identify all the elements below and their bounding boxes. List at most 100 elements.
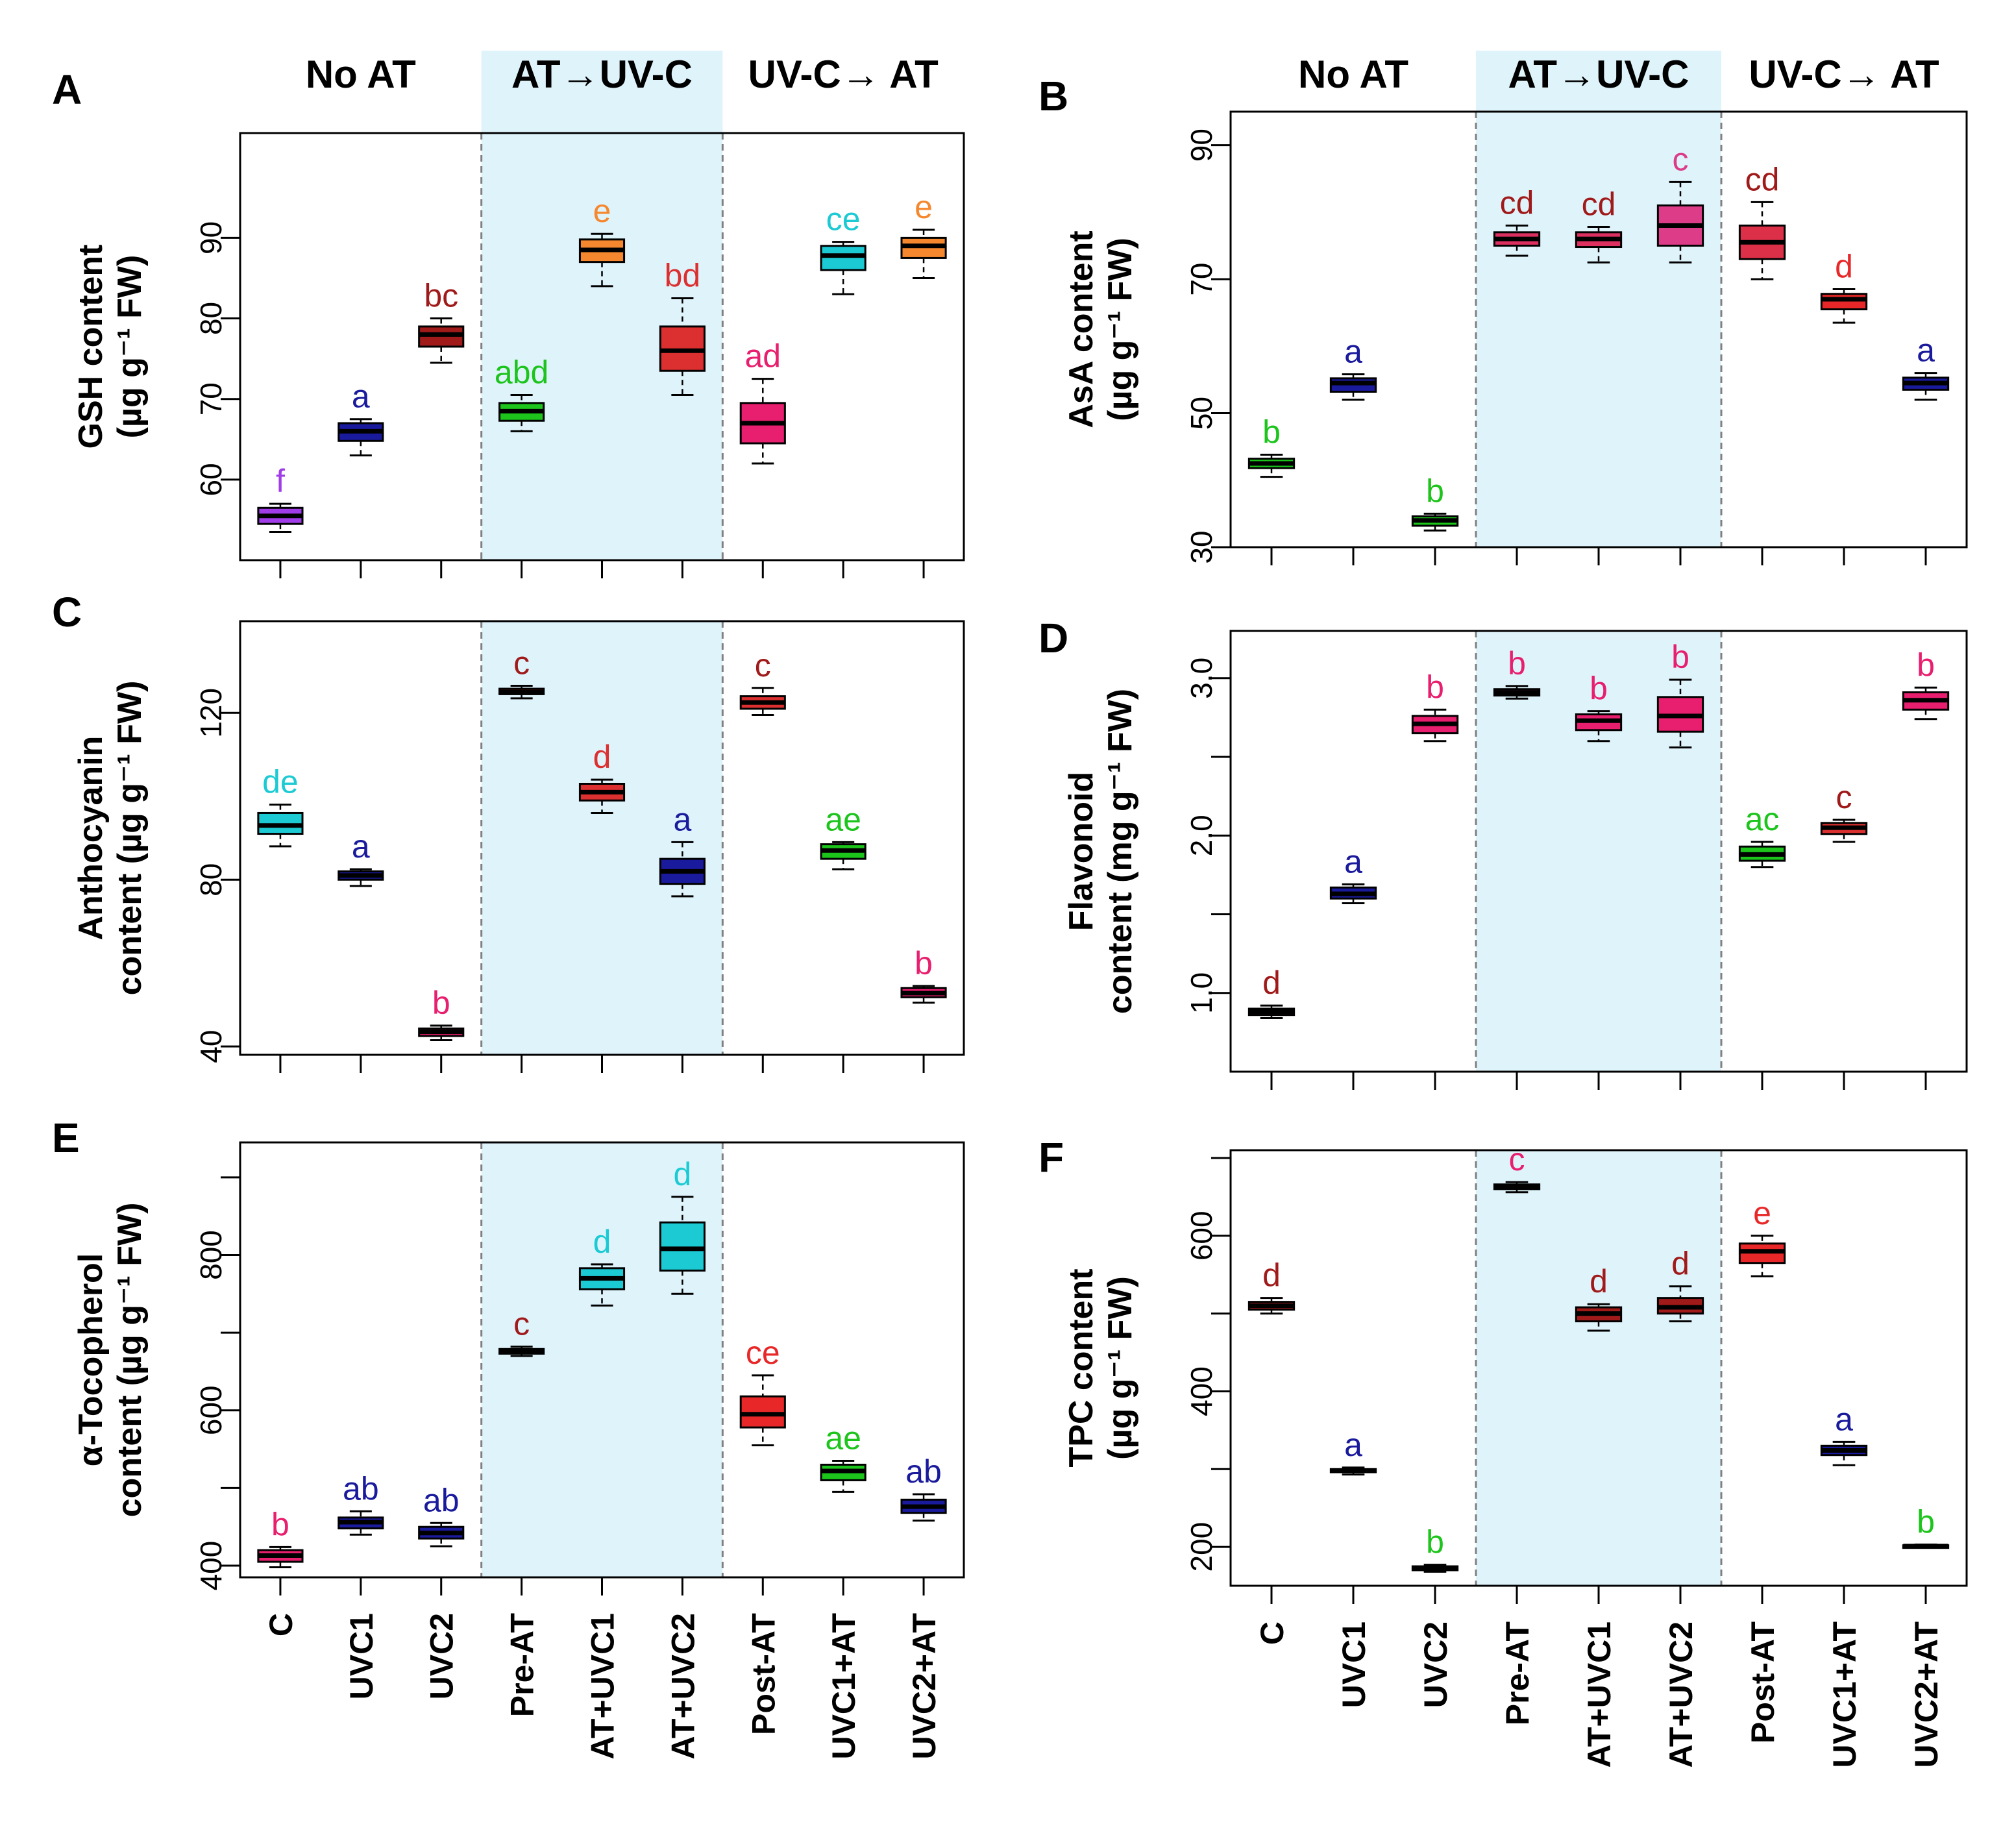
x-category-label: UVC2+AT: [906, 1613, 942, 1760]
significance-letter: b: [1917, 1503, 1935, 1540]
significance-letter: a: [673, 801, 691, 837]
y-tick-label: 80: [194, 302, 228, 335]
group-header: No AT: [306, 53, 416, 96]
significance-letter: d: [593, 739, 611, 775]
y-tick-label: 400: [1185, 1366, 1218, 1416]
box-uvc2-at: e: [900, 189, 947, 279]
group-header: AT→UV-C: [1508, 53, 1689, 96]
y-tick-label: 600: [1185, 1211, 1218, 1261]
x-category-label: UVC1+AT: [1826, 1621, 1863, 1768]
box-at-uvc2: a: [659, 801, 706, 898]
significance-letter: ab: [905, 1453, 942, 1490]
y-tick-label: 400: [194, 1541, 228, 1591]
group-header: UV-C→ AT: [1749, 53, 1939, 96]
significance-letter: d: [1671, 1246, 1689, 1282]
box-uvc1-at: ce: [820, 201, 866, 295]
y-tick-label: 70: [194, 382, 228, 415]
significance-letter: b: [1671, 639, 1689, 675]
y-axis-label: Flavonoid: [1063, 772, 1100, 931]
significance-letter: de: [262, 764, 299, 800]
significance-letter: c: [1836, 779, 1852, 815]
y-axis-label: α-Tocopherol: [72, 1253, 110, 1467]
x-category-label: UVC1: [1336, 1621, 1372, 1708]
panel-letter: A: [52, 66, 82, 113]
box-iqr: [1820, 293, 1868, 311]
box-c: de: [257, 764, 304, 848]
box-at-uvc1: e: [578, 193, 626, 288]
y-axis-label-units: (µg g⁻¹ FW): [1101, 1276, 1139, 1460]
y-axis-label: AsA content: [1063, 230, 1100, 428]
significance-letter: c: [1509, 1141, 1525, 1177]
x-category-label: Post-AT: [745, 1613, 781, 1735]
significance-letter: b: [1426, 669, 1444, 705]
significance-letter: d: [673, 1156, 691, 1192]
shaded-region: [1476, 1150, 1721, 1586]
significance-letter: b: [1426, 473, 1444, 509]
y-tick-label: 800: [194, 1230, 228, 1280]
box-c: f: [257, 463, 304, 534]
panel-letter: B: [1038, 73, 1068, 119]
significance-letter: ac: [1745, 801, 1780, 837]
y-tick-label: 90: [1185, 129, 1218, 162]
significance-letter: ce: [826, 201, 861, 238]
box-pre-at: c: [498, 645, 545, 700]
x-category-label: Pre-AT: [1499, 1621, 1536, 1725]
box-at-uvc2: b: [1656, 639, 1704, 748]
box-uvc1-at: ae: [820, 801, 866, 870]
significance-letter: c: [755, 647, 771, 684]
significance-letter: f: [276, 463, 285, 499]
header-shade: [1476, 51, 1721, 112]
significance-letter: a: [352, 378, 370, 415]
panel-f: 200 400 600 TPC content (µg g⁻¹ FW) d a b c d d e a b…: [1038, 1134, 1968, 1768]
box-pre-at: abd: [495, 354, 548, 432]
significance-letter: ab: [343, 1470, 379, 1507]
significance-letter: e: [915, 189, 933, 225]
box-uvc2-at: b: [1902, 647, 1950, 721]
box-uvc2-at: a: [1902, 332, 1950, 401]
significance-letter: d: [593, 1224, 611, 1260]
y-tick-label: 70: [1185, 262, 1218, 295]
x-category-label: Pre-AT: [504, 1613, 541, 1717]
significance-letter: a: [1344, 1427, 1362, 1463]
significance-letter: ae: [825, 801, 861, 837]
significance-letter: cd: [1500, 184, 1534, 221]
significance-letter: d: [1262, 1257, 1281, 1294]
significance-letter: b: [271, 1506, 289, 1542]
y-tick-label: 80: [194, 863, 228, 896]
significance-letter: b: [1426, 1524, 1444, 1560]
significance-letter: b: [432, 985, 450, 1021]
significance-letter: cd: [1582, 186, 1616, 223]
significance-letter: d: [1262, 965, 1281, 1001]
significance-letter: b: [915, 945, 933, 981]
y-tick-label: 3.0: [1185, 658, 1218, 699]
y-axis-label: Anthocyanin: [72, 736, 110, 941]
panel-letter: F: [1038, 1134, 1064, 1181]
significance-letter: ad: [744, 338, 781, 375]
significance-letter: b: [1590, 671, 1608, 707]
box-uvc2-at: ab: [900, 1453, 947, 1522]
significance-letter: bd: [665, 258, 701, 294]
box-uvc2: b: [1411, 473, 1459, 532]
significance-letter: b: [1262, 414, 1281, 450]
y-tick-label: 40: [194, 1030, 228, 1063]
significance-letter: a: [1344, 843, 1362, 880]
y-tick-label: 2.0: [1185, 815, 1218, 856]
box-pre-at: cd: [1493, 184, 1541, 257]
y-tick-label: 1.0: [1185, 972, 1218, 1014]
x-category-label: UVC2+AT: [1908, 1621, 1945, 1768]
box-at-uvc2: d: [1656, 1246, 1704, 1323]
box-post-at: ac: [1738, 801, 1786, 869]
y-axis-label-units: (µg g⁻¹ FW): [111, 255, 149, 439]
box-pre-at: b: [1493, 645, 1541, 700]
box-iqr: [820, 245, 866, 271]
box-pre-at: c: [498, 1306, 545, 1357]
group-header: No AT: [1298, 53, 1408, 96]
y-tick-label: 60: [194, 463, 228, 496]
panel-a: 60 70 80 90 GSH content (µg g⁻¹ FW) f a bc abd e bd…: [52, 51, 965, 578]
box-uvc1-at: a: [1820, 1401, 1868, 1466]
x-category-label: AT+UVC1: [585, 1613, 621, 1760]
significance-letter: ce: [746, 1335, 780, 1371]
x-category-label: UVC1: [343, 1613, 380, 1699]
y-axis-label-units: content (µg g⁻¹ FW): [111, 681, 149, 996]
